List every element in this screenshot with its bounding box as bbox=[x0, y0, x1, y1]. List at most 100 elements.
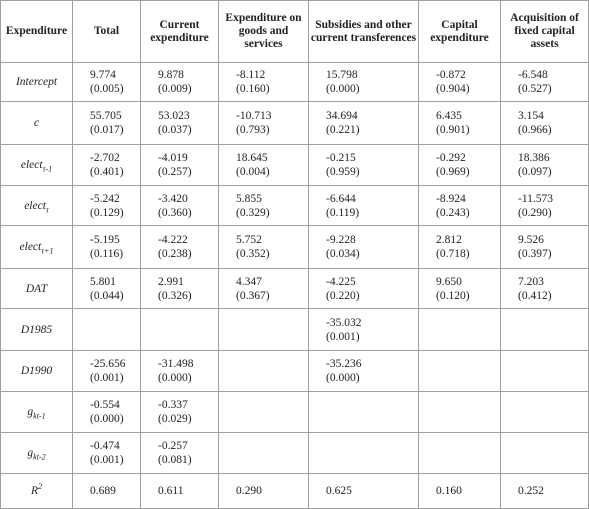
row-label: R2 bbox=[0, 473, 73, 509]
value-cell bbox=[500, 350, 589, 392]
estimate: 9.774 bbox=[90, 69, 116, 81]
row-label-text: elect bbox=[20, 159, 43, 171]
p-value: (0.120) bbox=[436, 289, 470, 302]
value-cell bbox=[140, 308, 219, 351]
estimate: -8.112 bbox=[236, 69, 266, 81]
estimate: -6.644 bbox=[326, 192, 356, 205]
row-label-text: c bbox=[33, 117, 40, 129]
value-cell bbox=[218, 308, 309, 351]
p-value: (0.352) bbox=[236, 248, 270, 260]
value-cell bbox=[500, 432, 589, 474]
estimate: -5.195 bbox=[90, 234, 120, 246]
value-cell: 5.855 (0.329) bbox=[218, 185, 309, 226]
row-label-text: R bbox=[30, 485, 39, 497]
p-value: (0.243) bbox=[436, 206, 470, 219]
value-cell: 2.991 (0.326) bbox=[140, 268, 219, 309]
p-value: (0.001) bbox=[90, 454, 124, 466]
estimate: -5.242 bbox=[90, 192, 120, 205]
table-row: gkt-2 -0.474 (0.001) -0.257 (0.081) bbox=[0, 432, 589, 474]
row-label-subscript: kt-2 bbox=[33, 452, 46, 462]
value-cell: 34.694 (0.221) bbox=[308, 101, 419, 145]
row-label-text: Intercept bbox=[15, 76, 58, 88]
row-label-subscript: kt-1 bbox=[33, 411, 46, 421]
value-cell: -8.112 (0.160) bbox=[218, 62, 309, 102]
value-cell bbox=[308, 432, 419, 474]
estimate: -0.215 bbox=[326, 152, 356, 164]
p-value: (0.329) bbox=[236, 206, 270, 219]
value-cell bbox=[500, 391, 589, 433]
p-value: (0.290) bbox=[518, 206, 552, 219]
value-cell: -35.032 (0.001) bbox=[308, 308, 419, 351]
estimate: -6.548 bbox=[518, 69, 548, 81]
row-label-text: g bbox=[27, 406, 34, 418]
p-value: (0.009) bbox=[158, 83, 192, 95]
value-cell: 0.160 bbox=[418, 473, 501, 509]
value-cell: 15.798 (0.000) bbox=[308, 62, 419, 102]
estimate: -11.573 bbox=[518, 192, 554, 205]
p-value: (0.412) bbox=[518, 289, 552, 302]
table-row: Intercept 9.774 (0.005) 9.878 (0.009) -8.112 (… bbox=[0, 62, 589, 102]
value-cell: 9.774 (0.005) bbox=[72, 62, 141, 102]
value-cell: -0.257 (0.081) bbox=[140, 432, 219, 474]
p-value: (0.401) bbox=[90, 166, 124, 178]
value-cell: -4.225 (0.220) bbox=[308, 268, 419, 309]
estimate: 5.801 bbox=[90, 275, 116, 288]
p-value: (0.220) bbox=[326, 289, 360, 302]
value-cell: -5.195 (0.116) bbox=[72, 225, 141, 269]
value-cell: 9.878 (0.009) bbox=[140, 62, 219, 102]
estimate: -35.032 bbox=[326, 316, 362, 329]
p-value: (0.160) bbox=[236, 83, 270, 95]
estimate: -31.498 bbox=[158, 358, 194, 370]
value-cell: 9.526 (0.397) bbox=[500, 225, 589, 269]
value-cell bbox=[72, 308, 141, 351]
estimate: 2.991 bbox=[158, 275, 184, 288]
estimate: 5.855 bbox=[236, 192, 262, 205]
estimate: -8.924 bbox=[436, 192, 466, 205]
p-value: (0.397) bbox=[518, 248, 552, 260]
p-value: (0.005) bbox=[90, 83, 124, 95]
value-cell bbox=[308, 391, 419, 433]
header-cell: Expenditure on goods and services bbox=[218, 0, 309, 63]
estimate: 5.752 bbox=[236, 234, 262, 246]
value-cell bbox=[500, 308, 589, 351]
value-cell: -0.215 (0.959) bbox=[308, 144, 419, 186]
table-row: electτ -5.242 (0.129) -3.420 (0.360) 5.855 (0.… bbox=[0, 185, 589, 226]
p-value: (0.257) bbox=[158, 166, 192, 178]
p-value: (0.044) bbox=[90, 289, 124, 302]
value-cell: 5.752 (0.352) bbox=[218, 225, 309, 269]
estimate: -25.656 bbox=[90, 358, 126, 370]
estimate: 55.705 bbox=[90, 110, 122, 122]
value-cell: 0.252 bbox=[500, 473, 589, 509]
p-value: (0.793) bbox=[236, 124, 270, 136]
row-label-superscript: 2 bbox=[38, 482, 43, 492]
p-value: (0.000) bbox=[326, 83, 360, 95]
value-cell: -9.228 (0.034) bbox=[308, 225, 419, 269]
row-label: D1990 bbox=[0, 350, 73, 392]
value-cell: -25.656 (0.001) bbox=[72, 350, 141, 392]
p-value: (0.097) bbox=[518, 166, 552, 178]
p-value: (0.129) bbox=[90, 206, 124, 219]
value-cell: 0.625 bbox=[308, 473, 419, 509]
row-label-subscript: τ+1 bbox=[41, 246, 54, 256]
estimate: 2.812 bbox=[436, 234, 462, 246]
table-row: gkt-1 -0.554 (0.000) -0.337 (0.029) bbox=[0, 391, 589, 433]
header-cell: Total bbox=[72, 0, 141, 63]
p-value: (0.000) bbox=[90, 413, 124, 425]
p-value: (0.081) bbox=[158, 454, 192, 466]
value-cell: -8.924 (0.243) bbox=[418, 185, 501, 226]
value-cell: 0.689 bbox=[72, 473, 141, 509]
estimate: 9.526 bbox=[518, 234, 544, 246]
estimate: 0.252 bbox=[518, 485, 544, 497]
value-cell: 6.435 (0.901) bbox=[418, 101, 501, 145]
value-cell: -6.644 (0.119) bbox=[308, 185, 419, 226]
value-cell: 0.611 bbox=[140, 473, 219, 509]
value-cell: 3.154 (0.966) bbox=[500, 101, 589, 145]
estimate: 53.023 bbox=[158, 110, 190, 122]
estimate: -2.702 bbox=[90, 152, 120, 164]
row-label: c bbox=[0, 101, 73, 145]
estimate: 6.435 bbox=[436, 110, 462, 122]
table-row: c 55.705 (0.017) 53.023 (0.037) -10.713 (0.793… bbox=[0, 101, 589, 145]
table-body: Intercept 9.774 (0.005) 9.878 (0.009) -8.112 (… bbox=[0, 62, 589, 509]
value-cell bbox=[418, 432, 501, 474]
